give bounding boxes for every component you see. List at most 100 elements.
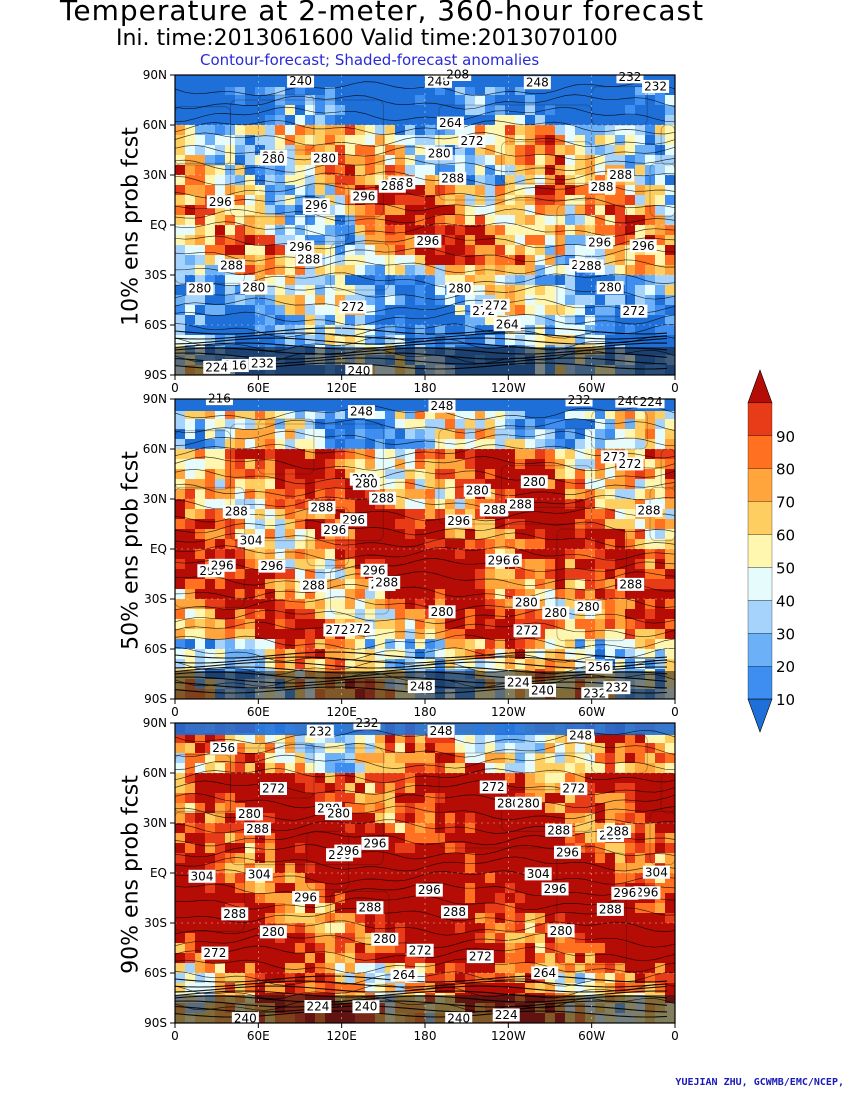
lat-tick-label: 30N	[143, 168, 167, 182]
lon-tick-label: 120E	[326, 1029, 357, 1043]
contour-label: 288	[369, 491, 397, 505]
lat-tick-label: 60N	[143, 118, 167, 132]
contour-label: 240	[529, 683, 557, 697]
lat-tick-label: 90N	[143, 68, 167, 82]
lat-tick-label: EQ	[150, 866, 167, 880]
lat-tick-label: 90S	[144, 1016, 167, 1030]
contour-label: 272	[323, 623, 351, 637]
contour-label: 288	[218, 259, 246, 273]
contour-label: 288	[373, 575, 401, 589]
contour-label: 296	[611, 886, 639, 900]
contour-label: 304	[188, 869, 216, 883]
colorbar-label: 30	[776, 625, 795, 643]
contour-label: 272	[406, 943, 434, 957]
contour-label: 288	[576, 259, 604, 273]
map-axes: 90N 60N 30N EQ 30S 60S 90S 0 60E 120E 180 120W 60W 0	[143, 392, 679, 719]
svg-text:280: 280	[188, 282, 211, 296]
svg-text:296: 296	[342, 513, 365, 527]
svg-text:224: 224	[640, 395, 663, 409]
lon-tick-label: 180	[414, 705, 437, 719]
contour-label: 296	[586, 235, 614, 249]
lon-tick-label: 60E	[247, 381, 270, 395]
contour-label: 296	[292, 891, 320, 905]
contour-label: 296	[360, 563, 388, 577]
svg-text:280: 280	[242, 280, 265, 294]
svg-text:248: 248	[431, 399, 454, 413]
contour-label: 280	[186, 282, 214, 296]
figure-caption: Contour-forecast; Shaded-forecast anomal…	[200, 51, 540, 69]
svg-text:296: 296	[260, 559, 283, 573]
svg-text:280: 280	[599, 281, 622, 295]
colorbar-label: 50	[776, 559, 795, 577]
contour-label: 264	[390, 968, 418, 982]
contour-label: 288	[603, 825, 631, 839]
lat-tick-label: 60S	[144, 966, 167, 980]
contour-label: 232	[642, 79, 670, 93]
contour-label: 280	[240, 280, 268, 294]
svg-text:240: 240	[531, 683, 554, 697]
contour-label: 304	[245, 867, 273, 881]
contour-label: 280	[596, 281, 624, 295]
contour-label: 288	[617, 577, 645, 591]
contour-label: 296	[415, 883, 443, 897]
contour-label: 264	[531, 966, 559, 980]
contour-label: 272	[345, 622, 373, 636]
svg-text:296: 296	[211, 558, 234, 572]
contour-label: 280	[542, 606, 570, 620]
lat-tick-label: 90S	[144, 368, 167, 382]
lon-tick-label: 60W	[578, 1029, 605, 1043]
map-axes: 90N 60N 30N EQ 30S 60S 90S 0 60E 120E 180 120W 60W 0	[143, 68, 679, 395]
map-panel-3: 2722802882722722802882802882882962962802…	[143, 716, 679, 1043]
contour-label: 296	[340, 513, 368, 527]
lat-tick-label: 30N	[143, 816, 167, 830]
svg-text:288: 288	[375, 575, 398, 589]
lat-tick-label: EQ	[150, 542, 167, 556]
contour-label: 232	[565, 393, 593, 407]
svg-text:288: 288	[302, 578, 325, 592]
contour-label: 272	[479, 780, 507, 794]
svg-text:288: 288	[220, 259, 243, 273]
contour-label: 272	[466, 950, 494, 964]
contour-label: 280	[514, 796, 542, 810]
colorbar-segment	[747, 435, 773, 469]
gridlines	[175, 399, 675, 699]
svg-text:280: 280	[544, 606, 567, 620]
svg-text:304: 304	[240, 534, 263, 548]
contour-label: 248	[427, 724, 455, 738]
contour-label: 296	[258, 559, 286, 573]
contour-label: 288	[300, 578, 328, 592]
contour-label: 288	[295, 253, 323, 267]
svg-text:296: 296	[363, 563, 386, 577]
colorbar-label: 20	[776, 658, 795, 676]
svg-text:280: 280	[431, 605, 454, 619]
lon-tick-label: 0	[671, 381, 679, 395]
lon-tick-label: 180	[414, 381, 437, 395]
contour-label: 296	[334, 844, 362, 858]
svg-text:280: 280	[515, 595, 538, 609]
colorbar-segment	[747, 534, 773, 568]
colorbar-label: 60	[776, 527, 795, 545]
svg-text:232: 232	[583, 687, 606, 701]
lon-tick-label: 120W	[491, 1029, 526, 1043]
svg-text:296: 296	[416, 234, 439, 248]
svg-text:280: 280	[577, 600, 600, 614]
colorbar-segment	[747, 468, 773, 502]
colorbar-label: 80	[776, 461, 795, 479]
contour-label: 296	[541, 882, 569, 896]
svg-text:296: 296	[289, 240, 312, 254]
lon-tick-label: 0	[671, 705, 679, 719]
svg-text:232: 232	[619, 70, 642, 84]
contour-labels: 2722802882722722802882802882882962962802…	[188, 716, 670, 1026]
contour-label: 288	[596, 902, 624, 916]
contour-label: 288	[607, 168, 635, 182]
contour-label: 280	[259, 925, 287, 939]
contour-label: 296	[208, 558, 236, 572]
contour-label: 280	[371, 932, 399, 946]
contour-label: 288	[441, 905, 469, 919]
contour-label: 272	[201, 946, 229, 960]
lat-tick-label: 30S	[144, 916, 167, 930]
contour-label: 264	[436, 116, 464, 130]
svg-text:280: 280	[428, 147, 451, 161]
svg-text:296: 296	[209, 195, 232, 209]
